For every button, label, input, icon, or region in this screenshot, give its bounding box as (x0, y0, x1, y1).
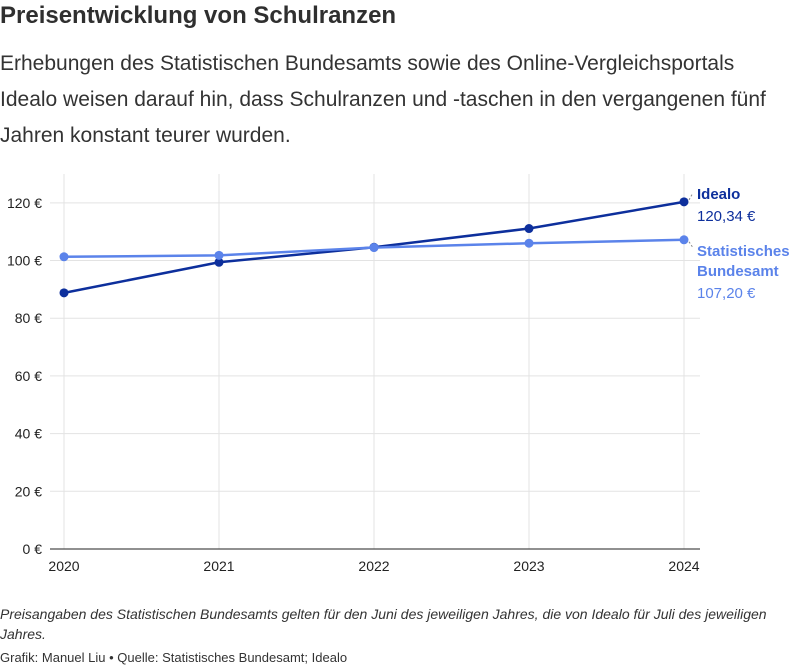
chart-subtitle: Erhebungen des Statistischen Bundesamts … (0, 52, 766, 147)
grid-lines (50, 174, 700, 549)
x-tick-label: 2022 (358, 558, 389, 574)
series-labels: Idealo 120,34 € Statistisches Bundesamt 107,… (688, 186, 790, 302)
data-point (679, 197, 689, 207)
series-name-label: Idealo (697, 186, 740, 203)
series-group (59, 197, 689, 298)
series-name-label: Statistisches (697, 243, 790, 260)
x-tick-label: 2023 (513, 558, 544, 574)
y-tick-label: 80 € (15, 310, 42, 326)
x-tick-label: 2021 (203, 558, 234, 574)
y-tick-label: 20 € (15, 483, 42, 499)
y-axis-ticks: 0 € 20 € 40 € 60 € 80 € 100 € 120 € (7, 195, 42, 557)
data-point (59, 288, 69, 298)
y-tick-label: 0 € (23, 541, 43, 557)
source-credit: Grafik: Manuel Liu • Quelle: Statistisch… (0, 650, 348, 665)
y-tick-label: 60 € (15, 368, 42, 384)
data-point (369, 243, 379, 253)
x-tick-label: 2020 (48, 558, 79, 574)
line-chart: 0 €20 €40 €60 €80 €100 €120 € 2020 2021 20… (7, 174, 790, 574)
series-value-label: 120,34 € (697, 208, 756, 225)
x-axis-ticks: 2020 2021 2022 2023 2024 (48, 558, 699, 574)
data-point (214, 250, 224, 260)
data-point (679, 235, 689, 245)
data-point (524, 224, 534, 234)
y-tick-label: 120 € (7, 195, 42, 211)
data-point (214, 257, 224, 267)
y-tick-label: 100 € (7, 253, 42, 269)
x-tick-label: 2024 (668, 558, 699, 574)
data-point (524, 238, 534, 248)
y-tick-label: 40 € (15, 426, 42, 442)
data-point (59, 252, 69, 262)
label-leader (688, 241, 694, 249)
series-name-label: Bundesamt (697, 263, 779, 280)
series-value-label: 107,20 € (697, 285, 756, 302)
label-leader (688, 192, 694, 201)
chart-title: Preisentwicklung von Schulranzen (0, 2, 397, 29)
footnote: Preisangaben des Statistischen Bundesamt… (0, 606, 767, 642)
